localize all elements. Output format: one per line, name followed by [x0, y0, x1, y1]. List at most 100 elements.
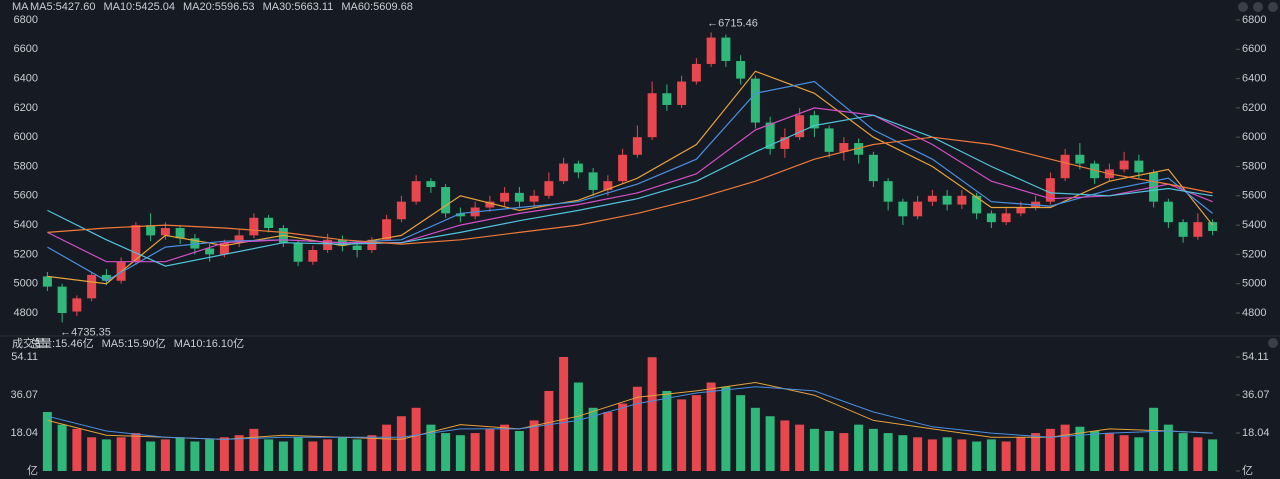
y-tick-label-left: 4800: [14, 307, 38, 319]
y-tick-label-right: 6800: [1242, 14, 1266, 26]
candle-body: [1075, 154, 1085, 164]
volume-settings-icon[interactable]: [1268, 338, 1278, 348]
volume-bar: [455, 435, 465, 471]
candle-body: [219, 242, 229, 255]
volume-legend: 总量:15.46亿: [30, 336, 94, 350]
ma-line: [47, 386, 1213, 440]
volume-bar: [706, 382, 716, 471]
volume-bar: [1134, 437, 1144, 471]
volume-bar: [205, 439, 215, 471]
volume-bar: [367, 435, 377, 471]
y-tick-label-right: 5000: [1242, 278, 1266, 290]
volume-bar: [618, 403, 628, 471]
volume-tick-label-left: 54.11: [11, 351, 38, 363]
candle-body: [396, 201, 406, 220]
volume-bar: [396, 416, 406, 471]
volume-bar: [426, 424, 436, 471]
candle-body: [146, 225, 156, 236]
candle-body: [559, 163, 569, 182]
volume-tick-label-right: 54.11: [1242, 351, 1269, 363]
candle-body: [485, 201, 495, 208]
volume-tick-label-right: 36.07: [1242, 389, 1270, 401]
volume-bar: [441, 433, 451, 471]
candle-body: [795, 115, 805, 138]
candle-body: [1178, 222, 1188, 237]
candle-body: [1016, 207, 1026, 214]
candle-body: [264, 217, 274, 229]
low-annotation: ←4735.35: [60, 326, 111, 338]
volume-bar: [809, 428, 819, 471]
volume-tick-label-right: 18.04: [1242, 427, 1270, 439]
candle-body: [544, 181, 554, 196]
volume-bar: [337, 437, 347, 471]
candle-body: [972, 195, 982, 214]
volume-bar: [1090, 430, 1100, 471]
volume-tick-label-left: 18.04: [10, 427, 38, 439]
candle-body: [249, 217, 259, 236]
volume-legend: MA5:15.90亿: [102, 337, 166, 350]
candle-body: [603, 181, 613, 190]
candle-body: [662, 93, 672, 105]
candle-body: [57, 286, 67, 313]
volume-bar: [839, 433, 849, 471]
header-icons[interactable]: [1238, 2, 1278, 348]
volume-bar: [1163, 424, 1173, 471]
candle-body: [323, 239, 333, 251]
candle-body: [42, 276, 52, 287]
candle-body: [927, 195, 937, 202]
candle-body: [190, 238, 200, 249]
candle-body: [942, 195, 952, 205]
volume-bar: [175, 437, 185, 471]
volume-bar: [249, 428, 259, 471]
ma-legend: MA10:5425.04: [103, 1, 175, 13]
candle-body: [677, 81, 687, 105]
candle-body: [986, 213, 996, 223]
volume-bar: [913, 437, 923, 471]
volume-bar: [323, 439, 333, 471]
y-tick-label-right: 6400: [1242, 73, 1266, 85]
volume-tick-label-left: 36.07: [10, 389, 38, 401]
y-tick-label-left: 6800: [14, 14, 38, 26]
candle-body: [573, 163, 583, 173]
volume-bar: [898, 435, 908, 471]
volume-bar: [485, 428, 495, 471]
volume-bar: [824, 430, 834, 471]
ma-legend: MA20:5596.53: [183, 1, 255, 13]
volume-bar: [1060, 424, 1070, 471]
y-tick-label-right: 4800: [1242, 307, 1266, 319]
volume-bar: [500, 424, 510, 471]
volume-bar: [234, 435, 244, 471]
volume-bar: [529, 420, 539, 471]
volume-bar: [736, 395, 746, 471]
volume-bar: [1031, 433, 1041, 471]
minimize-icon[interactable]: [1253, 2, 1263, 12]
volume-bar: [101, 439, 111, 471]
volume-bar: [957, 439, 967, 471]
y-tick-label-right: 5200: [1242, 248, 1266, 260]
settings-icon[interactable]: [1268, 2, 1278, 12]
volume-bar: [603, 412, 613, 471]
ma-legend: MA60:5609.68: [341, 1, 413, 13]
candle-body: [736, 61, 746, 79]
y-tick-label-left: 5000: [14, 278, 38, 290]
volume-bar: [883, 433, 893, 471]
candle-body: [1090, 163, 1100, 179]
volume-bar: [1104, 433, 1114, 471]
volume-bar: [780, 420, 790, 471]
volume-bar: [854, 424, 864, 471]
volume-bar: [87, 437, 97, 471]
candle-body: [160, 228, 170, 236]
candle-body: [824, 128, 834, 152]
candle-body: [913, 201, 923, 217]
candle-body: [868, 154, 878, 182]
y-tick-label-left: 6400: [14, 73, 38, 85]
candle-body: [721, 37, 731, 62]
candle-body: [780, 137, 790, 149]
candle-body: [957, 195, 967, 205]
y-tick-label-left: 5200: [14, 248, 38, 260]
candle-body: [1163, 201, 1173, 223]
candle-body: [308, 250, 318, 262]
add-icon[interactable]: [1238, 2, 1248, 12]
volume-bar: [662, 390, 672, 471]
volume-bar: [1016, 437, 1026, 471]
